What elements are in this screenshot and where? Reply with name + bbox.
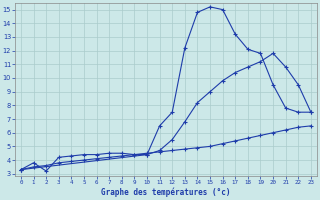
X-axis label: Graphe des températures (°c): Graphe des températures (°c) (101, 188, 231, 197)
